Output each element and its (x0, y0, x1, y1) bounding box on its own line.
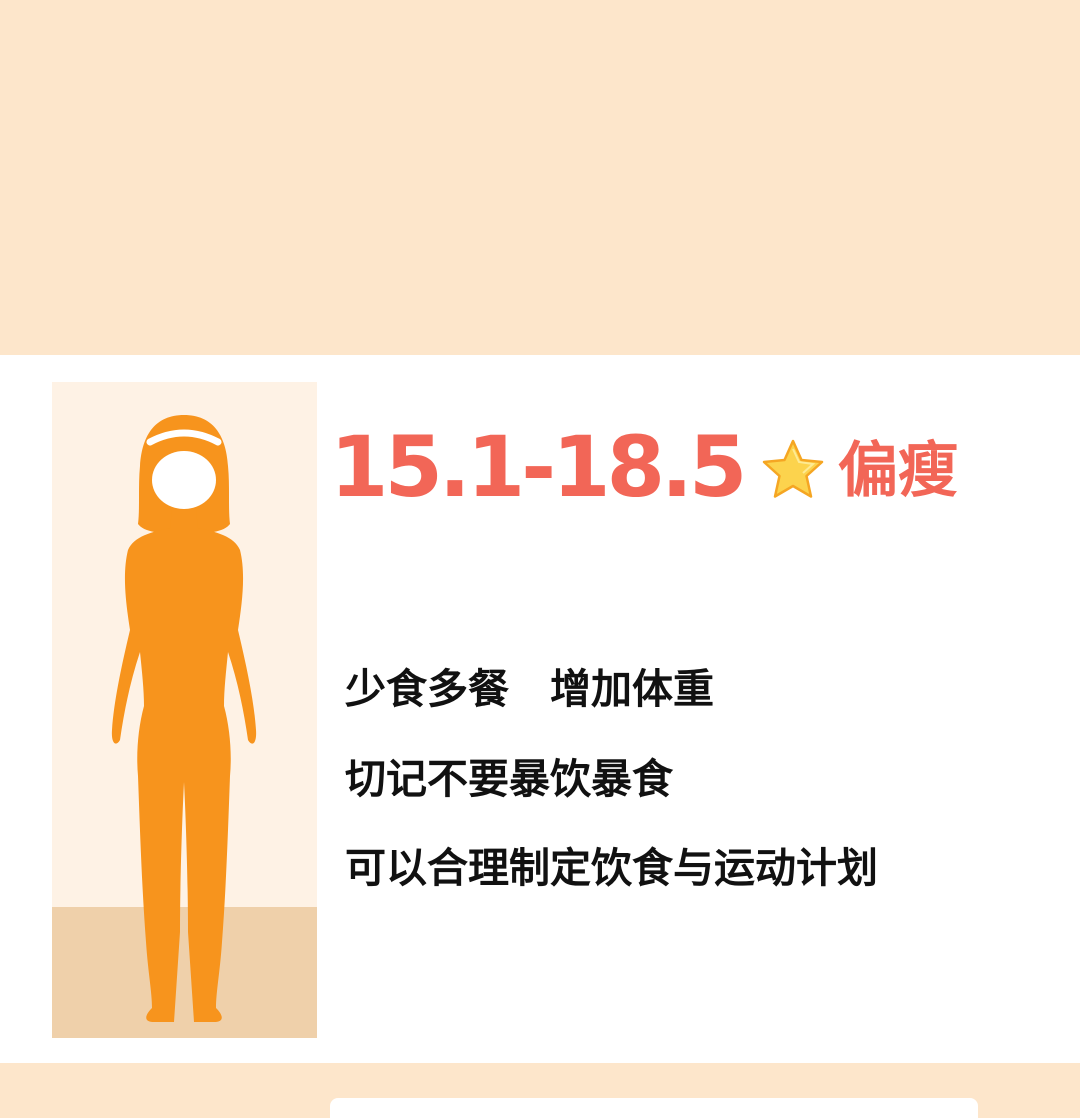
tip-text: 少食多餐 增加体重 (345, 665, 714, 713)
tip-text: 可以合理制定饮食与运动计划 (345, 844, 878, 892)
bmi-category-label: 偏瘦 (838, 436, 958, 506)
bottom-background-band (0, 1063, 1080, 1118)
female-silhouette-icon (111, 415, 257, 1022)
bmi-range-value: 15.1-18.5 (330, 418, 747, 516)
body-figure-card (52, 382, 317, 1038)
bmi-info-card: 15.1-18.5 偏瘦 少食多餐 增加体重 切记不要暴饮暴食 可以合理制定饮食… (0, 355, 1080, 1063)
top-background-band (0, 0, 1080, 355)
star-icon (762, 439, 824, 498)
next-card-edge (330, 1098, 978, 1118)
figure-floor (52, 907, 317, 1038)
tip-text: 切记不要暴饮暴食 (345, 755, 673, 803)
